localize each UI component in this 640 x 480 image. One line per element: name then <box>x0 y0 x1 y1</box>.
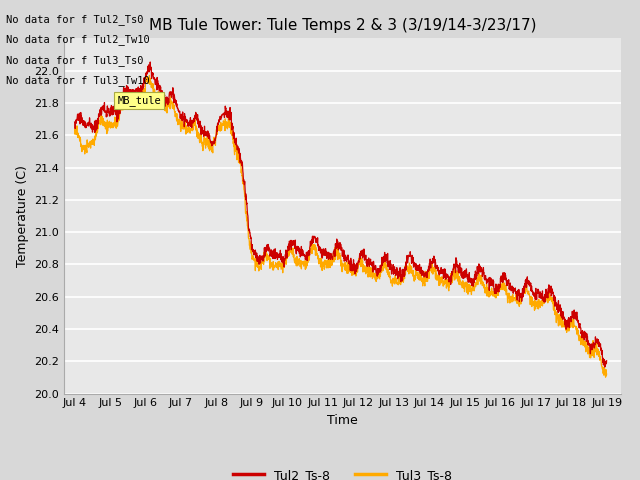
Tul2_Ts-8 <box>490 285 498 290</box>
Tul3_Ts-8 <box>145 72 153 78</box>
X-axis label: Time: Time <box>327 414 358 427</box>
Tul2_Ts-8 <box>603 358 611 364</box>
Tul3_Ts-8 <box>316 261 323 266</box>
Line: Tul2_Ts-8: Tul2_Ts-8 <box>75 62 607 367</box>
Tul2_Ts-8 <box>588 341 595 347</box>
Tul3_Ts-8 <box>98 120 106 125</box>
Line: Tul3_Ts-8: Tul3_Ts-8 <box>75 75 607 377</box>
Text: No data for f Tul3_Tw10: No data for f Tul3_Tw10 <box>6 75 150 86</box>
Tul3_Ts-8 <box>588 348 595 354</box>
Y-axis label: Temperature (C): Temperature (C) <box>16 165 29 267</box>
Tul2_Ts-8 <box>588 344 595 350</box>
Tul3_Ts-8 <box>603 371 611 377</box>
Legend: Tul2_Ts-8, Tul3_Ts-8: Tul2_Ts-8, Tul3_Ts-8 <box>228 464 457 480</box>
Tul2_Ts-8 <box>316 248 323 253</box>
Tul3_Ts-8 <box>490 291 498 297</box>
Text: MB_tule: MB_tule <box>117 95 161 106</box>
Tul3_Ts-8 <box>588 351 595 357</box>
Text: No data for f Tul2_Tw10: No data for f Tul2_Tw10 <box>6 35 150 46</box>
Tul2_Ts-8 <box>330 249 337 254</box>
Tul3_Ts-8 <box>602 374 609 380</box>
Tul2_Ts-8 <box>71 119 79 125</box>
Tul2_Ts-8 <box>98 108 106 114</box>
Tul3_Ts-8 <box>71 131 79 137</box>
Tul2_Ts-8 <box>147 59 154 65</box>
Tul2_Ts-8 <box>601 364 609 370</box>
Text: No data for f Tul3_Ts0: No data for f Tul3_Ts0 <box>6 55 144 66</box>
Title: MB Tule Tower: Tule Temps 2 & 3 (3/19/14-3/23/17): MB Tule Tower: Tule Temps 2 & 3 (3/19/14… <box>148 18 536 33</box>
Text: No data for f Tul2_Ts0: No data for f Tul2_Ts0 <box>6 14 144 25</box>
Tul3_Ts-8 <box>330 254 337 260</box>
